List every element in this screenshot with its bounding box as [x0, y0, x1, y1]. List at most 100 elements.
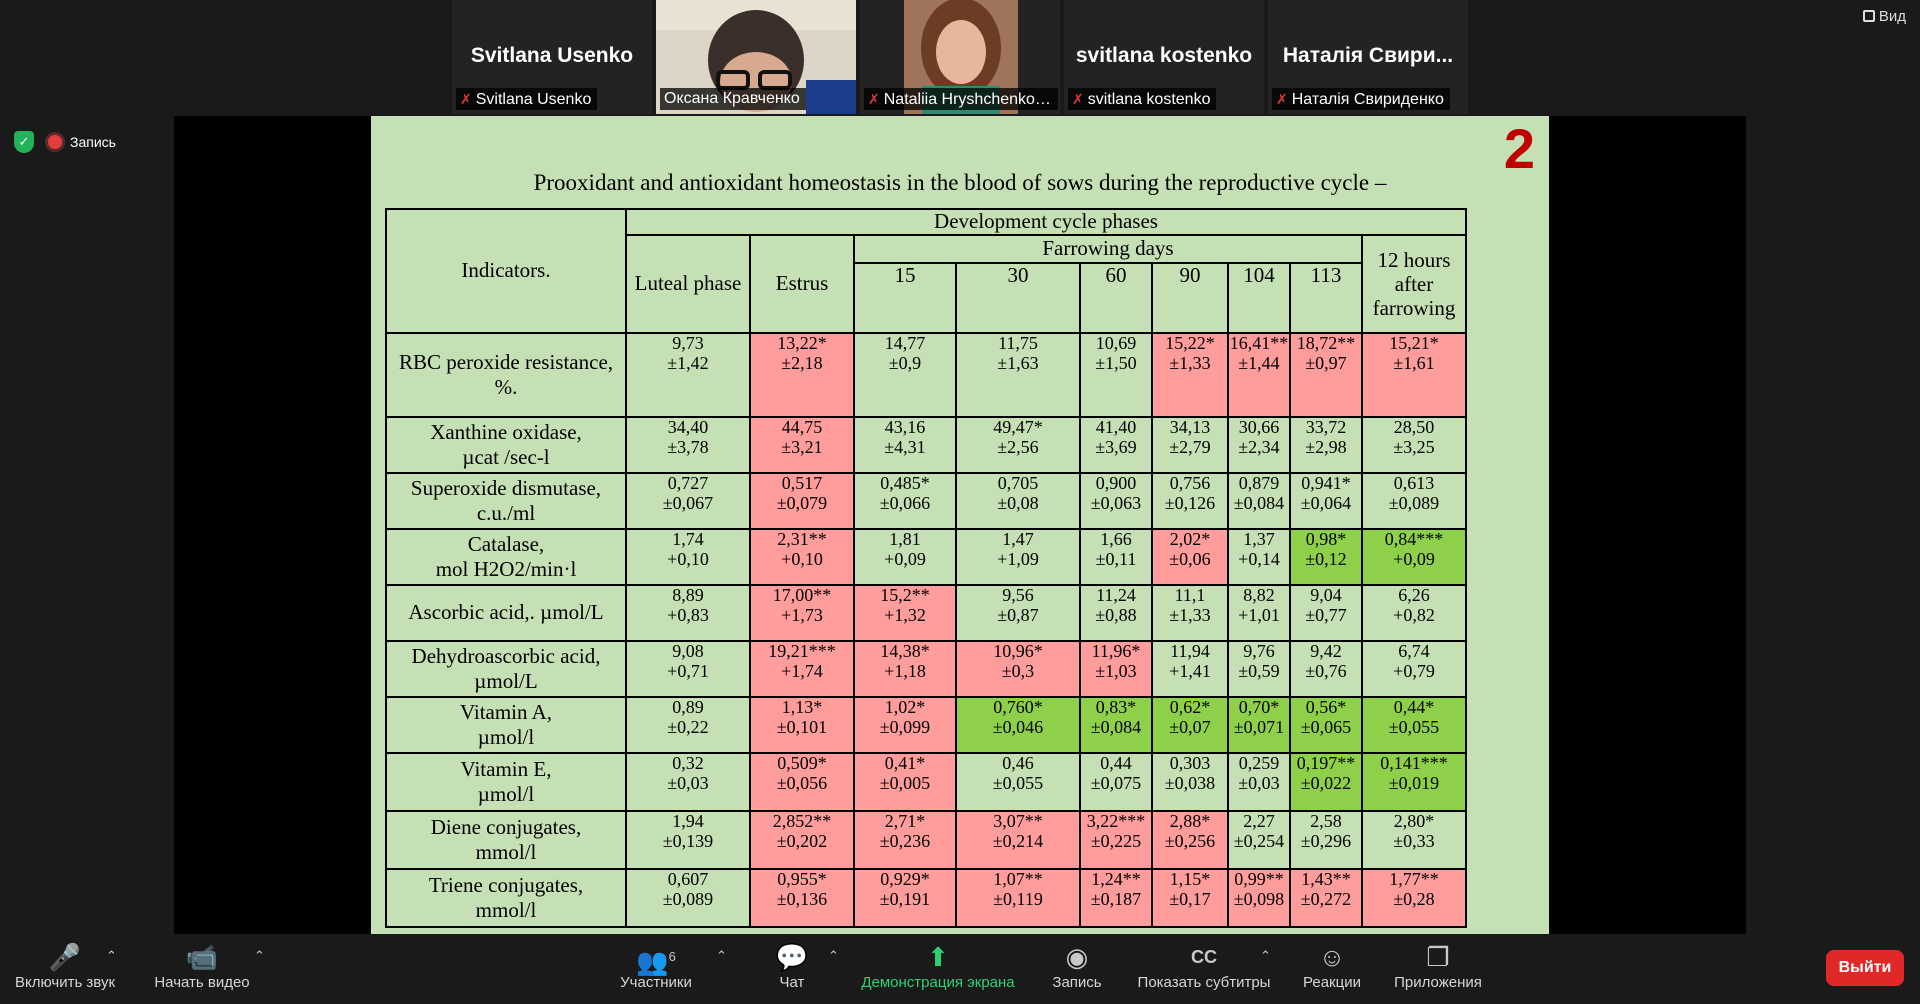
header-after-line: after — [1394, 271, 1434, 296]
view-button[interactable]: Вид — [1862, 8, 1906, 25]
header-indicators: Indicators. — [385, 208, 627, 334]
video-options-caret[interactable]: ⌃ — [254, 948, 265, 963]
recording-indicator[interactable]: Запись — [48, 134, 116, 150]
cell-mean: 0,83* — [1095, 697, 1137, 717]
cell-mean: 17,00** — [772, 585, 832, 605]
cell-mean: 0,141*** — [1380, 753, 1448, 773]
table-row: Diene conjugates, mmol/l 1,94 ±0,139 2,852**… — [385, 810, 1467, 870]
audio-options-caret[interactable]: ⌃ — [106, 948, 117, 963]
participant-tile-5[interactable]: Наталія Свири... ✗ Наталія Свириденко — [1268, 0, 1468, 114]
participant-video — [656, 0, 856, 114]
value-cell: 1,66 ±0,11 — [1079, 528, 1153, 586]
value-cell: 8,89 +0,83 — [625, 584, 751, 642]
cell-mean: 1,24** — [1091, 869, 1141, 889]
cell-mean: 15,2** — [880, 585, 930, 605]
record-button[interactable]: ◉ Запись — [1050, 940, 1104, 991]
cell-mean: 1,94 — [672, 811, 704, 831]
cell-mean: 1,43** — [1301, 869, 1351, 889]
participant-tile-3[interactable]: ✗ Nataliia Hryshchenko, ... — [860, 0, 1060, 114]
reactions-button[interactable]: ☺ Реакции — [1296, 940, 1368, 991]
value-cell: 0,41* ±0,005 — [853, 752, 957, 812]
value-cell: 1,15* ±0,17 — [1151, 868, 1229, 928]
value-cell: 30,66 ±2,34 — [1227, 416, 1291, 474]
apps-button[interactable]: ❐ Приложения — [1390, 940, 1486, 991]
value-cell: 6,74 +0,79 — [1361, 640, 1467, 698]
table-row: Dehydroascorbic acid, µmol/L 9,08 +0,71 19,2… — [385, 640, 1467, 698]
participant-tile-2[interactable]: Оксана Кравченко — [656, 0, 856, 114]
cell-error: ±1,33 — [1169, 604, 1211, 625]
value-cell: 9,08 +0,71 — [625, 640, 751, 698]
participants-button[interactable]: 👥6 Участники — [618, 940, 694, 991]
captions-button[interactable]: CC Показать субтитры — [1136, 940, 1272, 991]
indicator-unit: µmol/l — [477, 782, 535, 806]
cell-mean: 1,15* — [1169, 869, 1211, 889]
chat-label: Чат — [779, 974, 805, 991]
value-cell: 41,40 ±3,69 — [1079, 416, 1153, 474]
cell-mean: 1,81 — [889, 529, 921, 549]
cell-error: ±0,019 — [1388, 772, 1440, 793]
value-cell: 0,98* ±0,12 — [1289, 528, 1363, 586]
cell-error: ±0,272 — [1300, 888, 1352, 909]
indicator-cell: Ascorbic acid,. µmol/L — [385, 584, 627, 642]
value-cell: 34,13 ±2,79 — [1151, 416, 1229, 474]
indicator-cell: Vitamin E, µmol/l — [385, 752, 627, 812]
share-screen-button[interactable]: ⬆ Демонстрация экрана — [858, 940, 1018, 991]
start-video-button[interactable]: 📹 Начать видео — [150, 940, 254, 991]
cell-mean: 9,08 — [672, 641, 704, 661]
cell-error: ±0,9 — [888, 352, 922, 373]
value-cell: 0,509* ±0,056 — [749, 752, 855, 812]
value-cell: 6,26 +0,82 — [1361, 584, 1467, 642]
cell-mean: 2,88* — [1169, 811, 1211, 831]
cell-mean: 33,72 — [1305, 417, 1347, 437]
cell-mean: 0,44* — [1393, 697, 1435, 717]
grid-icon — [1862, 10, 1875, 22]
cell-mean: 0,955* — [777, 869, 827, 889]
value-cell: 2,88* ±0,256 — [1151, 810, 1229, 870]
chat-options-caret[interactable]: ⌃ — [828, 948, 839, 963]
participant-tile-1[interactable]: Svitlana Usenko ✗ Svitlana Usenko — [452, 0, 652, 114]
view-button-label: Вид — [1878, 8, 1906, 25]
cell-error: ±0,136 — [776, 888, 828, 909]
indicator-unit: µcat /sec-l — [462, 445, 550, 469]
indicator-cell: Diene conjugates, mmol/l — [385, 810, 627, 870]
cell-mean: 11,75 — [998, 333, 1038, 353]
leave-button[interactable]: Выйти — [1826, 950, 1904, 986]
cell-error: ±0,101 — [776, 716, 828, 737]
participant-tile-4[interactable]: svitlana kostenko ✗ svitlana kostenko — [1064, 0, 1264, 114]
participants-label: Участники — [620, 974, 692, 991]
cell-error: ±0,055 — [992, 772, 1044, 793]
cell-mean: 9,42 — [1310, 641, 1342, 661]
value-cell: 0,62* ±0,07 — [1151, 696, 1229, 754]
cell-error: ±0,11 — [1095, 548, 1137, 569]
cell-mean: 11,94 — [1170, 641, 1210, 661]
participant-label-text: Nataliia Hryshchenko, ... — [883, 91, 1058, 108]
cell-error: ±0,17 — [1169, 888, 1211, 909]
apps-icon: ❐ — [1426, 942, 1450, 972]
cell-mean: 14,38* — [880, 641, 930, 661]
value-cell: 0,955* ±0,136 — [749, 868, 855, 928]
indicator-name: Xanthine oxidase, — [430, 419, 582, 444]
shield-icon[interactable]: ✓ — [14, 131, 34, 153]
cell-error: ±0,079 — [776, 492, 828, 513]
cell-error: ±0,022 — [1300, 772, 1352, 793]
captions-options-caret[interactable]: ⌃ — [1260, 948, 1271, 963]
value-cell: 3,22*** ±0,225 — [1079, 810, 1153, 870]
cell-mean: 11,24 — [1096, 585, 1136, 605]
cell-mean: 30,66 — [1238, 417, 1280, 437]
cell-error: ±0,296 — [1300, 830, 1352, 851]
participants-options-caret[interactable]: ⌃ — [716, 948, 727, 963]
value-cell: 11,96* ±1,03 — [1079, 640, 1153, 698]
chat-button[interactable]: 💬 Чат — [772, 940, 812, 991]
cell-mean: 2,58 — [1310, 811, 1342, 831]
cell-mean: 14,77 — [884, 333, 926, 353]
cell-mean: 13,22* — [777, 333, 827, 353]
participant-name: svitlana kostenko — [1075, 44, 1253, 67]
value-cell: 3,07** ±0,214 — [955, 810, 1081, 870]
participants-icon: 👥6 — [636, 946, 676, 977]
cell-error: +0,09 — [884, 548, 926, 569]
cell-error: ±0,59 — [1238, 660, 1280, 681]
cell-mean: 9,04 — [1310, 585, 1342, 605]
cell-error: ±0,005 — [879, 772, 931, 793]
cell-error: ±1,03 — [1095, 660, 1137, 681]
unmute-button[interactable]: 🎤 Включить звук — [12, 940, 118, 991]
